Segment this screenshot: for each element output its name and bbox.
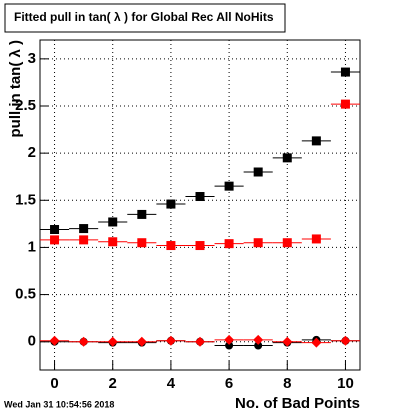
marker — [253, 238, 263, 248]
y-tick-label: 0 — [28, 333, 36, 350]
x-tick-label: 2 — [109, 375, 117, 392]
marker — [195, 336, 205, 347]
marker — [311, 337, 322, 348]
marker — [224, 181, 234, 191]
marker — [282, 336, 293, 347]
x-tick-label: 8 — [283, 375, 291, 392]
marker — [165, 335, 176, 346]
x-tick-label: 6 — [225, 375, 233, 392]
marker — [195, 241, 205, 251]
chart-title: Fitted pull in tan( λ ) for Global Rec A… — [14, 10, 274, 24]
marker — [340, 67, 350, 77]
marker — [311, 136, 321, 146]
marker — [340, 99, 350, 109]
marker — [78, 336, 89, 347]
marker — [108, 217, 118, 227]
marker — [107, 336, 118, 347]
marker — [195, 192, 205, 202]
y-tick-label: 1.5 — [15, 191, 36, 208]
marker — [224, 239, 234, 249]
y-tick-label: 1 — [28, 238, 36, 255]
x-tick-label: 4 — [167, 375, 176, 392]
marker — [50, 225, 60, 235]
marker — [253, 167, 263, 177]
y-tick-label: 0.5 — [15, 286, 36, 303]
marker — [224, 334, 235, 345]
footer-date: Wed Jan 31 10:54:56 2018 — [4, 399, 114, 409]
title-box — [4, 3, 286, 33]
marker — [108, 237, 118, 247]
y-tick-label: 3 — [28, 50, 36, 67]
marker — [166, 199, 176, 209]
y-axis-label: pull in tan( λ ) — [7, 40, 24, 138]
marker — [137, 209, 147, 219]
x-tick-label: 10 — [337, 375, 354, 392]
frame — [39, 39, 361, 371]
marker — [253, 334, 264, 345]
marker — [136, 336, 147, 347]
marker — [340, 335, 351, 346]
y-tick-label: 2 — [28, 144, 36, 161]
marker — [79, 235, 89, 245]
marker — [282, 153, 292, 163]
y-tick-label: 2.5 — [15, 97, 36, 114]
marker — [282, 238, 292, 248]
marker — [79, 224, 89, 234]
marker — [137, 238, 147, 248]
marker — [225, 341, 234, 350]
x-axis-label: No. of Bad Points — [235, 395, 360, 412]
marker — [254, 341, 263, 350]
marker — [50, 235, 60, 245]
marker — [311, 234, 321, 244]
marker — [166, 241, 176, 251]
marker — [49, 335, 60, 346]
x-tick-label: 0 — [50, 375, 58, 392]
